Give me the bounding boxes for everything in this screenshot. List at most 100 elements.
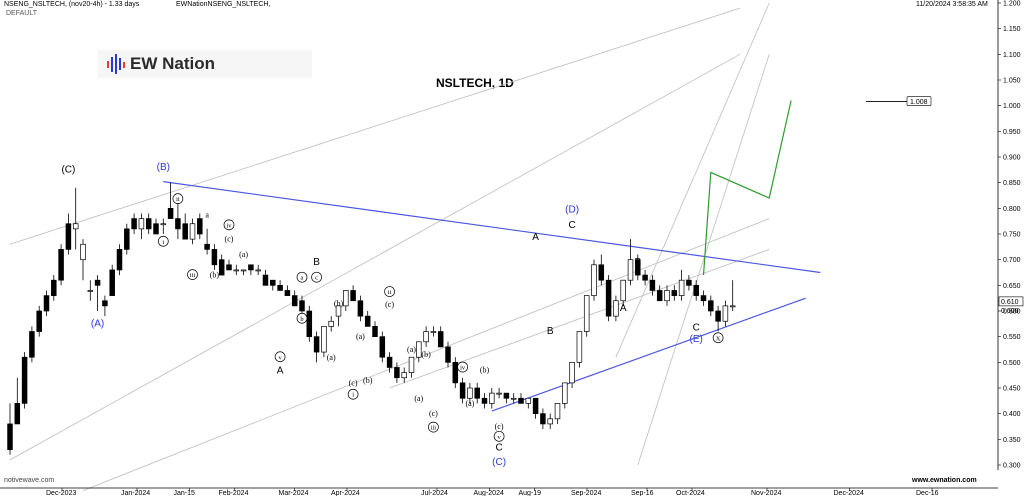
wave-label: (a): [407, 345, 416, 354]
wave-label: C: [568, 220, 575, 231]
price-tick-label: 0.950: [1003, 129, 1021, 136]
candle-up: [729, 305, 736, 308]
price-tick-label: 1.200: [1003, 1, 1021, 8]
triangle-upper-line: [163, 181, 821, 274]
time-tick-label: Apr-2024: [331, 490, 360, 496]
watermark-left: notivewave.com: [4, 477, 55, 484]
candle-down: [437, 331, 444, 348]
candle-down: [153, 223, 159, 235]
channel-lower-line: [82, 218, 770, 492]
candle-down: [65, 223, 72, 250]
chart-title: NSLTECH, 1D: [436, 76, 514, 90]
wave-label-circle: [157, 235, 169, 247]
candle-down: [642, 274, 648, 281]
channel-upper-1-line: [9, 7, 741, 245]
wave-label: ii: [388, 289, 392, 296]
wave-label: (b): [480, 366, 490, 375]
candle-down: [29, 331, 35, 358]
wave-label: (b): [421, 350, 431, 359]
candle-up: [569, 361, 575, 384]
time-tick-label: Dec-16: [916, 490, 939, 496]
price-tick-label: 0.800: [1003, 206, 1021, 213]
candle-down: [299, 300, 305, 312]
candle-down: [693, 284, 699, 296]
candle-down: [379, 336, 386, 358]
candle-down: [671, 290, 678, 296]
candle-down: [248, 264, 254, 271]
candle-up: [591, 264, 597, 296]
candle-down: [532, 397, 539, 415]
price-tick-label: 0.550: [1003, 334, 1021, 341]
wave-label: (a): [239, 250, 248, 259]
wave-label: (a): [414, 394, 423, 403]
candle-down: [350, 290, 356, 302]
candle-down: [116, 249, 123, 271]
price-tick-label: 0.450: [1003, 386, 1021, 393]
wave-label: C: [495, 443, 502, 454]
candle-up: [430, 331, 437, 333]
price-axis: 0.300 0.350 0.400 0.450 0.500 0.550 0.600 0.650…: [997, 0, 1024, 470]
candle-down: [313, 336, 320, 353]
wave-label: iii: [431, 425, 437, 432]
ewnation-logo: EW Nation: [98, 50, 312, 78]
candle-up: [255, 269, 261, 272]
wave-label: (A): [91, 318, 104, 329]
price-tick-label: 0.350: [1003, 437, 1021, 444]
wave-label-circle: [457, 361, 468, 373]
triangle-lower-line: [491, 297, 806, 412]
candle-up: [401, 372, 407, 379]
wave-label: B: [634, 257, 641, 268]
wave-label: v: [278, 354, 282, 361]
candle-down: [445, 346, 451, 363]
candle-up: [423, 331, 429, 343]
time-tick-label: Sep-2024: [571, 490, 601, 496]
price-tick-label: 1.100: [1003, 52, 1021, 59]
wave-label: a: [301, 275, 304, 282]
candle-down: [175, 218, 181, 230]
wave-label-circle: [428, 421, 439, 433]
candle-down: [518, 397, 524, 404]
candle-up: [583, 295, 590, 332]
candle-up: [722, 305, 729, 322]
target-label: 1.008: [910, 99, 928, 106]
wave-label-circle: [274, 351, 286, 363]
time-tick-label: Aug-19: [519, 490, 542, 496]
candle-down: [459, 382, 466, 399]
price-tick-label: 0.400: [1003, 411, 1021, 418]
candle-down: [36, 310, 42, 332]
candle-up: [467, 387, 473, 399]
candle-down: [708, 300, 714, 312]
price-tick-label: 1.000: [1003, 103, 1021, 110]
time-tick-label: Jul-2024: [421, 490, 448, 496]
candle-down: [481, 397, 488, 404]
candle-up: [664, 290, 670, 302]
candle-down: [58, 249, 64, 281]
wave-label: c: [315, 275, 318, 282]
candle-down: [204, 243, 210, 250]
time-tick-label: Nov-2024: [751, 490, 781, 496]
wave-label: (C): [61, 164, 75, 175]
price-tick-label: 1.150: [1003, 26, 1021, 33]
candle-up: [328, 320, 334, 327]
time-tick-label: Feb-2024: [219, 490, 249, 496]
candle-down: [386, 356, 393, 368]
candle-up: [416, 341, 422, 358]
candle-up: [408, 356, 415, 373]
wave-label: (E): [690, 334, 703, 345]
candle-up: [87, 290, 94, 292]
time-tick-label: Dec-2023: [46, 490, 76, 496]
candle-down: [364, 315, 371, 327]
wave-label: (a): [356, 332, 365, 341]
candle-down: [94, 279, 101, 286]
price-tick-label: 1.050: [1003, 78, 1021, 85]
candle-down: [686, 279, 692, 286]
wave-label: b: [300, 316, 303, 323]
candle-up: [240, 269, 247, 272]
candle-down: [277, 284, 283, 291]
steep-2-line: [637, 54, 770, 466]
candle-up: [562, 382, 568, 404]
candle-down: [211, 249, 218, 266]
candle-down: [503, 392, 510, 399]
